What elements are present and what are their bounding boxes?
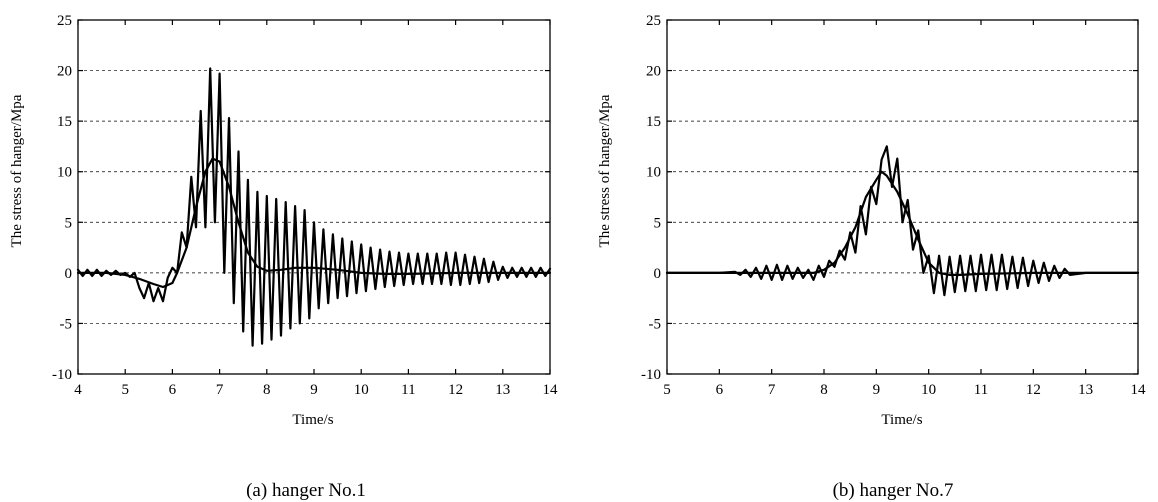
x-tick-label-b-8: 13 (1078, 382, 1093, 398)
chart-hanger-1: The stress of hanger/Mpa Time/s (a) hang… (9, 13, 558, 501)
y-tick-label-a-0: -10 (52, 367, 72, 383)
y-tick-label-b-2: 0 (654, 266, 662, 282)
x-tick-label-a-5: 9 (310, 382, 318, 398)
x-tick-label-b-6: 11 (974, 382, 988, 398)
x-tick-label-a-4: 8 (263, 382, 271, 398)
x-tick-label-a-8: 12 (448, 382, 463, 398)
y-tick-label-b-4: 10 (646, 165, 661, 181)
x-tick-label-b-4: 9 (873, 382, 881, 398)
y-tick-label-a-5: 15 (57, 114, 72, 130)
y-tick-label-a-7: 25 (57, 13, 72, 29)
x-tick-label-a-3: 7 (216, 382, 224, 398)
x-tick-label-a-10: 14 (543, 382, 559, 398)
y-tick-label-a-6: 20 (57, 64, 72, 80)
x-tick-label-b-3: 8 (820, 382, 828, 398)
x-tick-label-b-0: 5 (663, 382, 671, 398)
plot-frame-a (77, 19, 551, 375)
x-tick-label-a-7: 11 (401, 382, 415, 398)
y-tick-label-b-5: 15 (646, 114, 661, 130)
y-tick-label-b-6: 20 (646, 64, 661, 80)
y-tick-label-a-2: 0 (65, 266, 73, 282)
x-tick-label-a-9: 13 (495, 382, 510, 398)
series-line-a-2 (76, 67, 552, 347)
y-tick-label-b-3: 5 (654, 215, 662, 231)
x-tick-label-a-2: 6 (169, 382, 177, 398)
y-axis-title-b: The stress of hanger/Mpa (597, 94, 613, 247)
y-tick-label-a-3: 5 (65, 215, 73, 231)
y-tick-label-a-1: -5 (60, 316, 73, 332)
x-tick-label-b-9: 14 (1131, 382, 1147, 398)
y-tick-label-a-4: 10 (57, 165, 72, 181)
y-tick-label-b-1: -5 (649, 316, 662, 332)
x-tick-label-a-0: 4 (74, 382, 82, 398)
caption-a: (a) hanger No.1 (246, 480, 366, 501)
x-tick-label-a-6: 10 (354, 382, 369, 398)
x-tick-label-b-1: 6 (716, 382, 724, 398)
y-tick-label-b-7: 25 (646, 13, 661, 29)
x-tick-label-a-1: 5 (121, 382, 129, 398)
plot-frame-b (666, 19, 1139, 375)
y-axis-title-a: The stress of hanger/Mpa (9, 94, 25, 247)
series-line-b-2 (665, 145, 1140, 297)
chart-hanger-7: The stress of hanger/Mpa Time/s (b) hang… (597, 13, 1146, 501)
x-tick-label-b-2: 7 (768, 382, 776, 398)
x-axis-title-a: Time/s (292, 412, 333, 428)
y-tick-label-b-0: -10 (641, 367, 661, 383)
x-tick-label-b-7: 12 (1026, 382, 1041, 398)
x-tick-label-b-5: 10 (921, 382, 936, 398)
caption-b: (b) hanger No.7 (833, 480, 954, 501)
x-axis-title-b: Time/s (881, 412, 922, 428)
